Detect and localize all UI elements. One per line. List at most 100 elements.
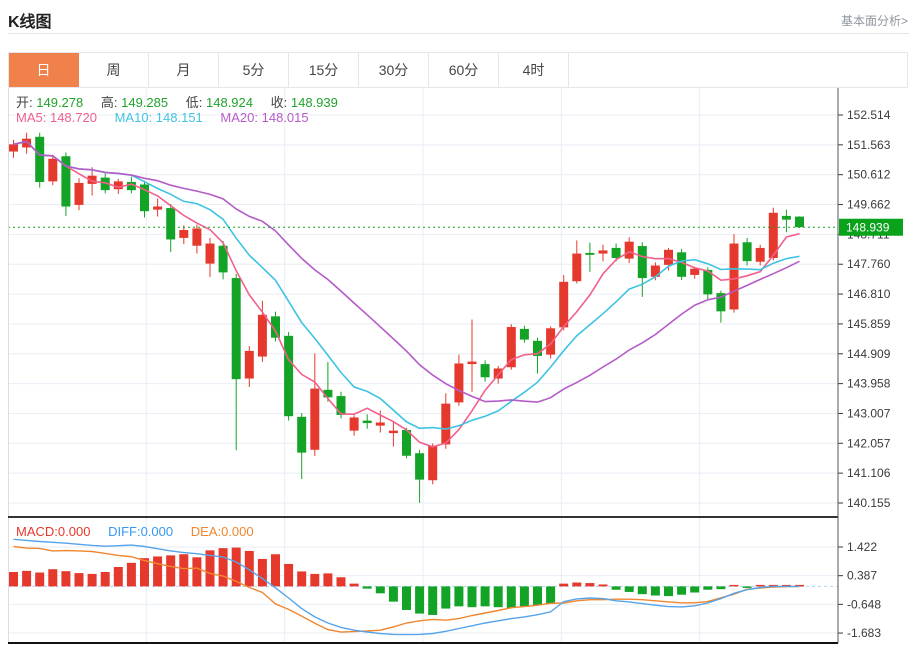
candle-down — [126, 181, 136, 191]
candle-up — [467, 361, 477, 365]
candle-down — [795, 216, 804, 228]
candle-up — [493, 368, 503, 379]
candle-up — [9, 144, 18, 152]
tab-period-0[interactable]: 日 — [9, 53, 79, 87]
candle-down — [415, 453, 425, 480]
candle-up — [559, 281, 569, 328]
tab-period-6[interactable]: 60分 — [429, 53, 499, 87]
diff-line — [13, 538, 800, 636]
ma20-line — [13, 140, 800, 403]
price-axis-label: 149.662 — [847, 198, 891, 212]
candle-up — [74, 182, 84, 205]
macd-bar-up — [257, 558, 267, 587]
candle-down — [166, 208, 176, 240]
macd-bar-up — [585, 583, 595, 587]
macd-bar-up — [755, 584, 765, 587]
candle-down — [533, 340, 542, 356]
macd-bar-up — [35, 572, 45, 587]
candle-down — [140, 184, 149, 212]
macd-bar-up — [126, 562, 136, 587]
candle-up — [664, 249, 673, 265]
candle-up — [454, 363, 464, 403]
macd-bar-down — [362, 586, 372, 589]
macd-axis-label: -0.648 — [847, 597, 881, 611]
tab-period-5[interactable]: 30分 — [359, 53, 429, 87]
macd-axis-label: 0.387 — [847, 569, 877, 583]
macd-bar-down — [375, 586, 385, 594]
fundamental-analysis-link[interactable]: 基本面分析> — [840, 14, 908, 28]
macd-bar-down — [454, 586, 464, 607]
macd-axis-label: -1.683 — [847, 626, 881, 640]
macd-bar-up — [572, 582, 582, 587]
candle-up — [729, 243, 739, 310]
candle-up — [310, 388, 320, 450]
macd-bar-up — [140, 558, 149, 587]
candle-down — [519, 328, 529, 340]
candle-up — [22, 138, 32, 148]
candle-up — [768, 212, 778, 258]
price-axis-label: 147.760 — [847, 257, 891, 271]
macd-bar-down — [742, 586, 752, 588]
macd-bar-up — [218, 548, 228, 587]
macd-bar-down — [546, 586, 556, 604]
price-axis-label: 144.909 — [847, 347, 891, 361]
tab-period-2[interactable]: 月 — [149, 53, 219, 87]
candle-up — [441, 403, 451, 445]
macd-bar-up — [100, 571, 110, 587]
macd-bar-down — [637, 586, 647, 595]
candle-up — [153, 206, 163, 210]
candle-up — [650, 265, 660, 277]
macd-bar-down — [441, 586, 451, 609]
candle-down — [100, 177, 110, 191]
macd-bar-up — [244, 550, 254, 587]
candle-down — [362, 420, 372, 424]
tab-period-7[interactable]: 4时 — [499, 53, 569, 87]
macd-bar-down — [428, 586, 438, 615]
macd-bar-down — [611, 586, 621, 590]
macd-bar-up — [74, 573, 84, 587]
macd-bar-up — [336, 577, 346, 587]
macd-bar-down — [467, 586, 477, 608]
price-axis-label: 143.007 — [847, 406, 891, 420]
candle-up — [244, 350, 254, 379]
macd-bar-down — [690, 586, 700, 593]
macd-bar-up — [729, 584, 739, 587]
candle-up — [598, 250, 608, 254]
tab-period-3[interactable]: 5分 — [219, 53, 289, 87]
candle-up — [205, 243, 215, 264]
macd-bar-down — [650, 586, 660, 596]
macd-bar-down — [388, 586, 398, 602]
candle-down — [677, 252, 687, 277]
macd-bar-up — [205, 550, 215, 587]
candle-down — [61, 156, 71, 207]
candle-up — [506, 327, 516, 368]
chart-area: 开: 149.278 高: 149.285 低: 148.924 收: 148.… — [8, 88, 917, 649]
candle-down — [284, 335, 294, 417]
macd-bar-up — [179, 554, 189, 587]
macd-bar-up — [166, 555, 176, 587]
macd-bar-down — [664, 586, 673, 597]
candle-up — [755, 247, 765, 262]
candle-down — [218, 245, 228, 273]
macd-bar-down — [624, 586, 634, 592]
macd-bar-down — [677, 586, 687, 595]
candle-down — [402, 430, 411, 456]
candle-up — [572, 253, 582, 282]
macd-bar-up — [781, 584, 791, 587]
price-axis-label: 143.958 — [847, 377, 891, 391]
price-axis-label: 150.612 — [847, 168, 891, 182]
macd-bar-up — [795, 584, 804, 587]
macd-bar-up — [323, 573, 333, 587]
price-axis-label: 140.155 — [847, 496, 891, 510]
candle-down — [716, 293, 726, 312]
page-title: K线图 — [8, 14, 52, 31]
candle-up — [624, 241, 634, 259]
candle-up — [48, 158, 58, 182]
current-price-tag — [839, 218, 903, 236]
tab-period-4[interactable]: 15分 — [289, 53, 359, 87]
macd-bar-down — [519, 586, 529, 607]
candle-down — [323, 389, 333, 398]
macd-bar-down — [493, 586, 503, 608]
tab-period-1[interactable]: 周 — [79, 53, 149, 87]
candle-up — [113, 181, 123, 190]
